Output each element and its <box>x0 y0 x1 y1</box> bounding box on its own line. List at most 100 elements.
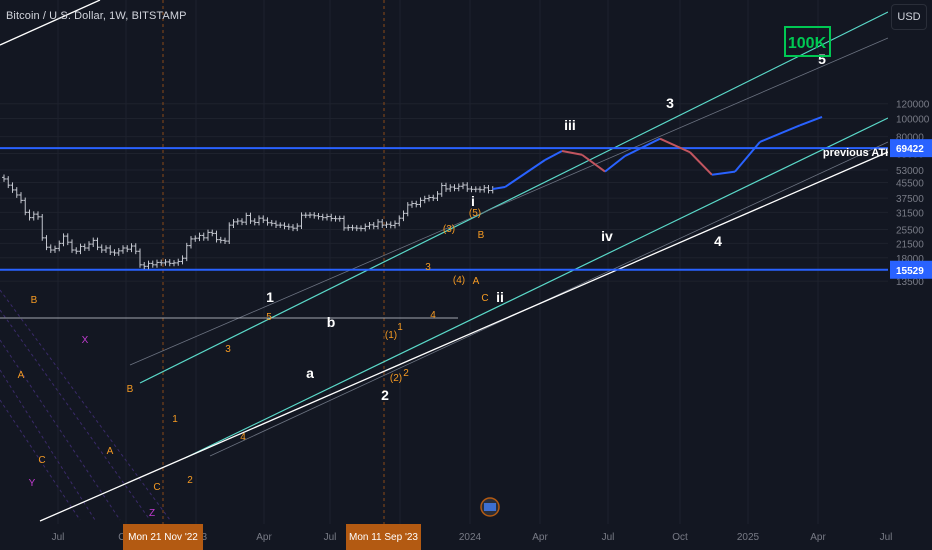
candle <box>478 186 482 193</box>
price-axis: 1200001000008000065000530004550037500315… <box>888 0 932 550</box>
wave-label: B <box>478 230 485 241</box>
candle <box>201 232 206 241</box>
price-tick-label: 21500 <box>896 239 924 250</box>
candle <box>325 213 329 221</box>
candle <box>57 240 62 252</box>
wave-label: 2 <box>381 387 389 403</box>
rising-channel <box>0 0 889 522</box>
candle <box>295 223 300 232</box>
candle <box>240 218 244 226</box>
candle <box>388 221 393 229</box>
candle <box>193 235 198 242</box>
wave-label: (5) <box>469 208 481 219</box>
price-tick-label: 100000 <box>896 115 930 126</box>
wave-label: A <box>473 276 480 287</box>
candle <box>320 213 325 221</box>
candle <box>172 260 176 267</box>
candle <box>490 186 495 194</box>
wave-label: B <box>31 295 38 306</box>
wave-label: b <box>327 314 336 330</box>
event-flag-rect <box>484 503 496 511</box>
candle <box>214 230 219 243</box>
wave-label: 2 <box>403 368 409 379</box>
channel-lower-line <box>184 117 889 459</box>
candle <box>261 215 266 224</box>
projection-path <box>492 115 823 190</box>
candle <box>231 219 236 229</box>
candle <box>10 182 15 193</box>
candle <box>176 258 181 266</box>
time-tick-label: Jul <box>880 532 893 543</box>
candle <box>435 191 440 202</box>
wave-label: (2) <box>390 373 402 384</box>
wave-label: 5 <box>818 51 826 67</box>
price-level-badge <box>890 260 932 279</box>
price-level-badge <box>890 139 932 158</box>
candle <box>74 247 79 255</box>
currency-button[interactable]: USD <box>891 4 927 30</box>
candle <box>227 222 232 244</box>
time-tick-label: 2024 <box>459 532 482 543</box>
candle <box>380 219 385 229</box>
candle <box>384 221 389 229</box>
wave-labels: 12345iiiiiiivab(1)(2)(3)(4)(5)ABC12345XY… <box>18 51 894 519</box>
candle <box>414 200 419 208</box>
candle <box>27 209 32 221</box>
candle <box>244 212 249 226</box>
candle <box>367 222 372 230</box>
candle <box>473 186 478 193</box>
candle <box>61 233 66 247</box>
wave-label: 4 <box>714 233 722 249</box>
wave-label: ii <box>496 289 504 305</box>
candle <box>252 218 257 226</box>
candle <box>146 260 151 270</box>
price-tick-label: 80000 <box>896 133 924 144</box>
candle <box>363 223 368 232</box>
wave-label: (4) <box>453 275 465 286</box>
candle <box>116 248 121 256</box>
wave-label: a <box>306 365 314 381</box>
projection-segment <box>759 124 801 143</box>
target-box: 100K <box>784 26 831 57</box>
candle <box>19 192 23 204</box>
projection-segment <box>581 153 606 173</box>
wave-label: C <box>38 455 45 466</box>
candle <box>312 212 317 219</box>
candle <box>303 212 308 219</box>
wave-label: 3 <box>225 344 231 355</box>
candle <box>87 241 91 251</box>
price-tick-label: 31500 <box>896 208 924 219</box>
old-trend-lines <box>0 289 171 521</box>
time-tick-label: Jul <box>602 532 615 543</box>
wave-label: 1 <box>266 289 274 305</box>
old-trend-line <box>0 289 171 521</box>
candle <box>235 218 240 225</box>
candle <box>486 185 491 194</box>
symbol-title: Bitcoin / U.S. Dollar, 1W, BITSTAMP <box>6 10 187 22</box>
time-highlight-badge <box>346 524 421 550</box>
candle <box>405 202 410 217</box>
support-trend-line <box>39 151 889 522</box>
projection-segment <box>711 170 736 176</box>
old-resistance-line <box>0 0 101 46</box>
candle <box>248 212 253 224</box>
candle <box>167 259 172 267</box>
price-level-label: 69422 <box>896 144 924 155</box>
time-tick-label: Apr <box>810 532 826 543</box>
projection-segment <box>604 155 626 173</box>
price-tick-label: 45500 <box>896 178 924 189</box>
candle <box>286 223 291 230</box>
candle <box>427 194 431 202</box>
channel-upper-line <box>139 11 889 384</box>
candle <box>112 249 117 256</box>
candle <box>108 245 113 255</box>
candle <box>316 212 321 220</box>
candle <box>342 215 346 231</box>
candle <box>265 217 270 226</box>
wave-label: 5 <box>266 312 272 323</box>
projection-segment <box>561 150 583 156</box>
wave-label: 4 <box>430 310 436 321</box>
candle <box>456 183 461 192</box>
